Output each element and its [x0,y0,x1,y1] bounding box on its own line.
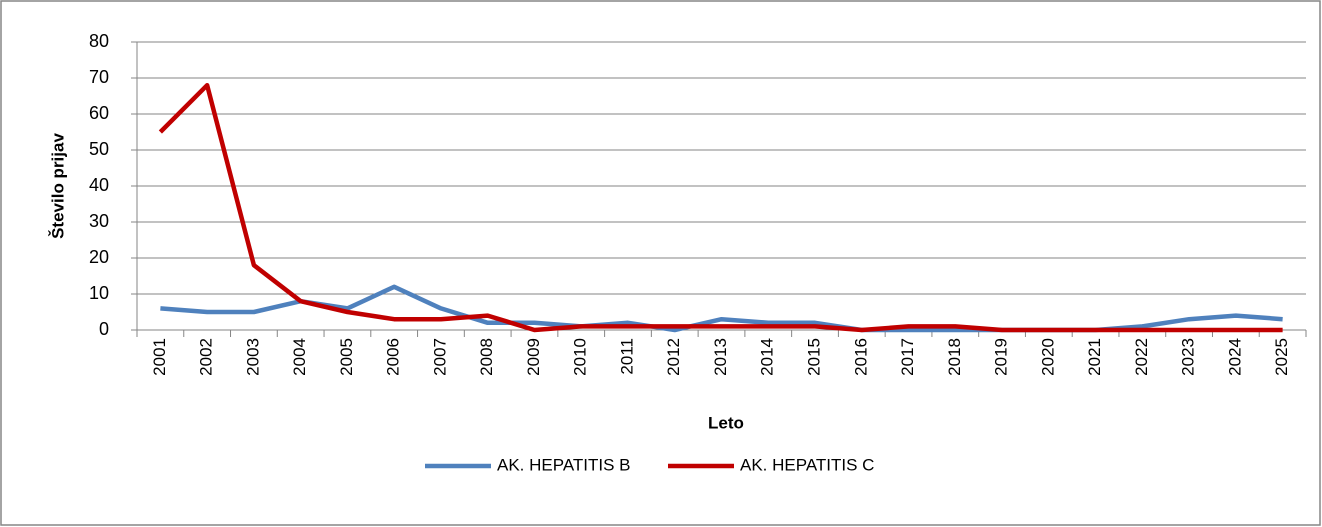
x-tick-label: 2025 [1272,338,1291,376]
x-tick-label: 2011 [617,338,636,375]
x-tick-label: 2012 [664,338,683,376]
x-tick-label: 2017 [898,338,917,376]
x-tick-label: 2014 [758,338,777,376]
x-tick-label: 2022 [1132,338,1151,376]
legend-label: AK. HEPATITIS B [497,455,631,474]
y-tick-label: 30 [89,211,109,231]
y-tick-label: 80 [89,31,109,51]
x-tick-label: 2001 [150,338,169,376]
y-tick-label: 50 [89,139,109,159]
x-tick-label: 2010 [571,338,590,376]
x-tick-label: 2008 [477,338,496,376]
y-tick-label: 10 [89,283,109,303]
x-tick-label: 2016 [851,338,870,376]
x-tick-label: 2009 [524,338,543,376]
x-tick-label: 2003 [243,338,262,376]
series-line [158,82,1283,333]
x-tick-label: 2021 [1085,338,1104,376]
x-tick-label: 2007 [430,338,449,376]
x-tick-label: 2015 [805,338,824,376]
x-tick-label: 2019 [992,338,1011,376]
x-tick-label: 2023 [1179,338,1198,376]
x-tick-label: 2018 [945,338,964,376]
y-tick-label: 70 [89,67,109,87]
x-tick-label: 2024 [1225,338,1244,376]
x-tick-label: 2020 [1038,338,1057,376]
y-tick-label: 60 [89,103,109,123]
y-axis-label: Število prijav [48,133,67,239]
x-tick-label: 2005 [337,338,356,376]
x-tick-label: 2004 [290,338,309,376]
y-tick-label: 20 [89,247,109,267]
x-tick-label: 2006 [384,338,403,376]
x-tick-label: 2013 [711,338,730,376]
y-tick-label: 40 [89,175,109,195]
legend-label: AK. HEPATITIS C [740,455,874,474]
y-tick-label: 0 [99,319,109,339]
x-axis-label: Leto [708,413,744,432]
x-tick-label: 2002 [197,338,216,376]
